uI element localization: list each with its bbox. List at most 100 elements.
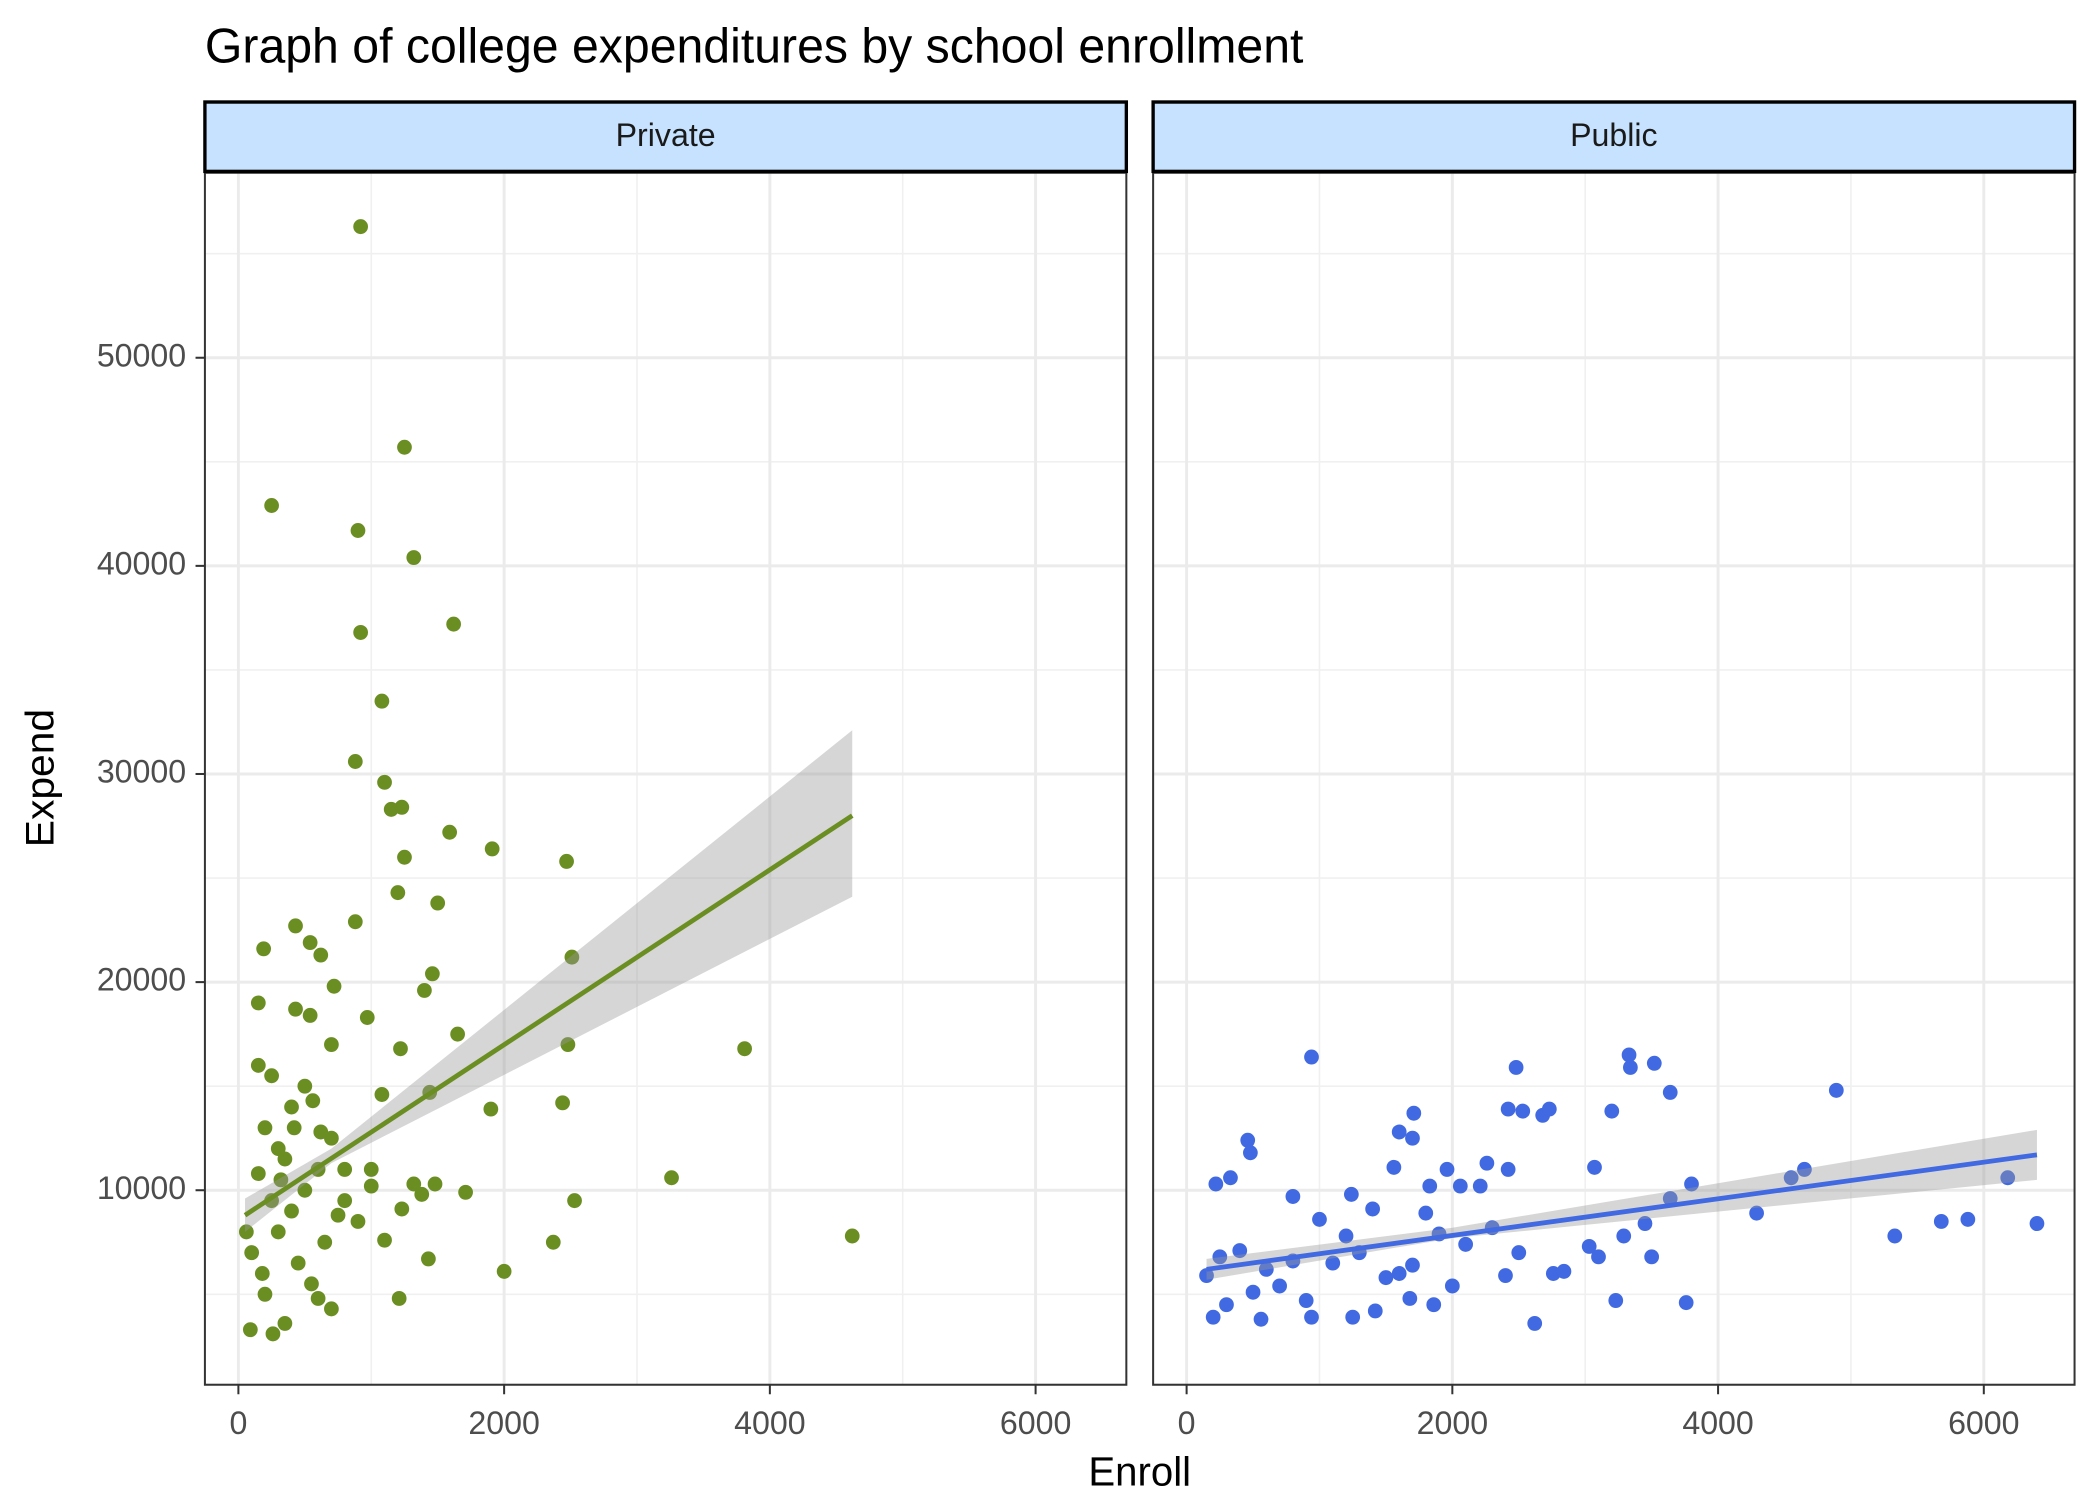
- point: [1426, 1297, 1442, 1313]
- point: [277, 1315, 293, 1331]
- point: [324, 1130, 339, 1146]
- point: [277, 1151, 293, 1167]
- point: [350, 1213, 366, 1229]
- point: [324, 1037, 339, 1053]
- point: [1887, 1228, 1903, 1244]
- point: [350, 523, 366, 538]
- point: [414, 1186, 430, 1202]
- point: [1258, 1261, 1274, 1277]
- point: [1418, 1205, 1434, 1221]
- point: [1933, 1213, 1949, 1229]
- point: [450, 1026, 465, 1042]
- point: [427, 1176, 443, 1192]
- point: [1608, 1293, 1624, 1309]
- point: [288, 918, 303, 934]
- point: [1325, 1255, 1341, 1271]
- point: [1684, 1176, 1699, 1192]
- point: [484, 841, 500, 857]
- point: [254, 1265, 270, 1281]
- point: [1304, 1049, 1319, 1065]
- point: [1205, 1309, 1221, 1325]
- point: [1243, 1145, 1258, 1161]
- point: [406, 550, 422, 566]
- point: [256, 941, 272, 957]
- point: [250, 1166, 266, 1182]
- point: [265, 1326, 281, 1342]
- strip-label: Private: [616, 117, 716, 153]
- point: [442, 824, 458, 840]
- point: [391, 1290, 407, 1306]
- strip: [203, 100, 1129, 174]
- point: [425, 966, 440, 982]
- point: [1500, 1161, 1516, 1177]
- point: [1272, 1278, 1287, 1294]
- strip: [1151, 100, 2077, 174]
- point: [1391, 1124, 1407, 1140]
- point: [284, 1203, 299, 1219]
- point: [1386, 1159, 1402, 1175]
- point: [310, 1290, 326, 1306]
- confidence-band: [245, 730, 853, 1232]
- chart-title: Graph of college expenditures by school …: [205, 19, 1304, 73]
- point: [374, 1087, 390, 1102]
- point: [377, 1232, 392, 1248]
- point: [1479, 1155, 1495, 1171]
- point: [1797, 1161, 1812, 1177]
- point: [302, 935, 318, 951]
- point: [567, 1193, 582, 1209]
- point: [1637, 1216, 1653, 1232]
- fit-line: [1206, 1152, 2038, 1272]
- point: [305, 1093, 321, 1109]
- point: [1604, 1103, 1620, 1119]
- point: [393, 1041, 408, 1057]
- y-tick-label: 30000: [97, 753, 186, 789]
- point: [406, 1176, 422, 1192]
- point: [326, 978, 342, 994]
- point: [664, 1170, 679, 1186]
- point: [1343, 1186, 1359, 1202]
- point: [1783, 1170, 1799, 1186]
- point: [390, 885, 406, 901]
- panel-background: [1153, 172, 2075, 1385]
- point: [1498, 1268, 1513, 1284]
- point: [1378, 1270, 1394, 1286]
- point: [1245, 1284, 1261, 1300]
- point: [1219, 1297, 1234, 1313]
- point: [1232, 1243, 1248, 1259]
- point: [1452, 1178, 1468, 1194]
- point: [1458, 1236, 1473, 1252]
- point: [1405, 1257, 1420, 1273]
- point: [446, 616, 462, 632]
- x-tick-label: 6000: [1948, 1405, 2019, 1441]
- x-tick-label: 2000: [468, 1405, 539, 1441]
- point: [1662, 1084, 1678, 1100]
- point: [545, 1234, 561, 1250]
- point: [844, 1228, 860, 1244]
- point: [1199, 1268, 1214, 1284]
- point: [1527, 1315, 1543, 1331]
- point: [1644, 1249, 1660, 1265]
- point: [250, 995, 266, 1011]
- point: [284, 1099, 299, 1115]
- panel-background: [204, 172, 1127, 1385]
- point: [1444, 1278, 1460, 1294]
- point: [1508, 1059, 1524, 1075]
- point: [238, 1224, 254, 1240]
- point: [1646, 1055, 1662, 1071]
- point: [1678, 1295, 1694, 1311]
- point: [394, 799, 410, 815]
- point: [1345, 1309, 1361, 1325]
- point: [1285, 1188, 1301, 1204]
- x-tick-label: 2000: [1417, 1405, 1488, 1441]
- point: [1298, 1293, 1314, 1309]
- x-tick-label: 6000: [1000, 1405, 1071, 1441]
- x-axis-label: Enroll: [1088, 1448, 1191, 1494]
- point: [560, 1037, 576, 1053]
- point: [1662, 1191, 1678, 1207]
- point: [353, 219, 368, 235]
- x-tick-label: 4000: [734, 1405, 805, 1441]
- y-axis-label: Expend: [17, 709, 63, 847]
- point: [286, 1120, 302, 1136]
